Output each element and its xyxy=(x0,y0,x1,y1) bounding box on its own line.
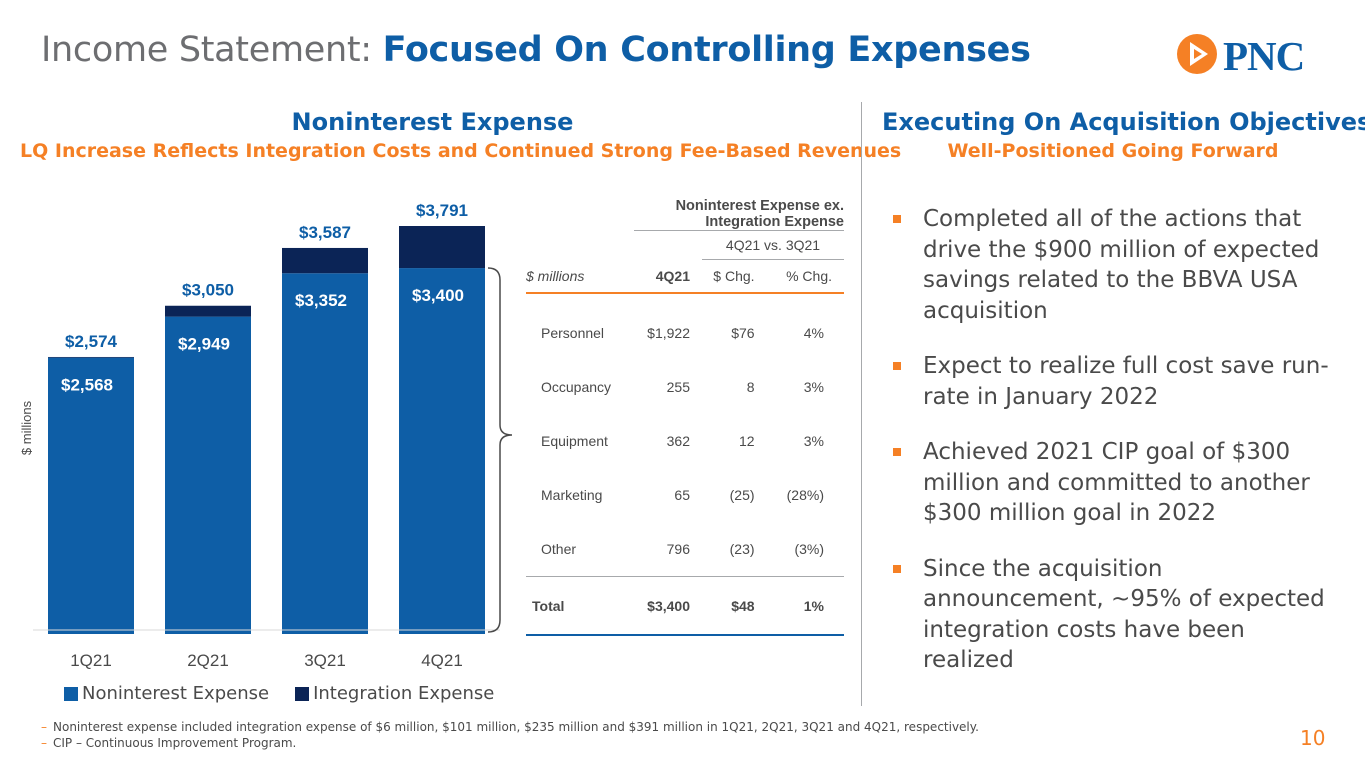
expense-table: Noninterest Expense ex. Integration Expe… xyxy=(526,198,844,636)
list-item: Completed all of the actions that drive … xyxy=(892,204,1342,326)
bar-noninterest-4Q21 xyxy=(399,268,485,634)
row-chg: (25) xyxy=(729,487,755,503)
row-chg: 8 xyxy=(746,379,755,395)
row-value: 255 xyxy=(666,379,690,395)
table-row: Personnel $1,922 $76 4% xyxy=(526,293,844,360)
page-title: Income Statement: Focused On Controlling… xyxy=(41,30,1031,70)
footnote: – CIP – Continuous Improvement Program. xyxy=(41,736,297,750)
bar-value-label: $2,568 xyxy=(61,376,113,395)
x-tick-label: 4Q21 xyxy=(421,651,463,670)
bar-total-label: $3,791 xyxy=(416,201,468,220)
col-header-4q21: 4Q21 xyxy=(634,259,702,294)
bar-value-label: $2,949 xyxy=(178,335,230,354)
logo-text: PNC xyxy=(1223,33,1305,79)
row-value: $1,922 xyxy=(647,325,690,341)
pnc-triangle-icon xyxy=(1177,34,1217,74)
list-item: Achieved 2021 CIP goal of $300 million a… xyxy=(892,437,1342,529)
row-label: Occupancy xyxy=(541,379,612,395)
col-header-chg: $ Chg. xyxy=(702,259,765,294)
total-label: Total xyxy=(526,576,634,636)
row-value: 65 xyxy=(674,487,690,503)
noninterest-expense-chart: $ millions $2,568 $2,574 1Q21 $2,949 $3,050 2… xyxy=(19,201,513,670)
row-chg: (23) xyxy=(729,541,755,557)
title-main: Focused On Controlling Expenses xyxy=(382,30,1031,70)
bar-integration-2Q21 xyxy=(165,305,251,317)
x-tick-label: 1Q21 xyxy=(70,651,112,670)
table-total-row: Total $3,400 $48 1% xyxy=(526,576,844,636)
bar-value-label: $3,352 xyxy=(295,291,347,310)
x-tick-label: 2Q21 xyxy=(187,651,229,670)
section-divider xyxy=(861,102,862,706)
bar-total-label: $3,587 xyxy=(299,223,351,242)
row-chg: 12 xyxy=(738,433,755,449)
bar-integration-3Q21 xyxy=(282,247,368,274)
row-label: Other xyxy=(541,541,577,557)
bracket-icon xyxy=(487,267,513,633)
table-units: $ millions xyxy=(526,259,634,294)
table-compare-header: 4Q21 vs. 3Q21 xyxy=(702,230,844,260)
bar-total-label: $2,574 xyxy=(65,332,118,351)
title-prefix: Income Statement: xyxy=(41,30,372,70)
list-item: Expect to realize full cost save run-rat… xyxy=(892,351,1342,412)
right-heading: Executing On Acquisition Objectives xyxy=(882,108,1365,136)
row-chg: $76 xyxy=(731,325,755,341)
bar-total-label: $3,050 xyxy=(182,281,234,300)
legend-label-integration: Integration Expense xyxy=(313,683,495,704)
row-pct: (28%) xyxy=(786,487,824,503)
bar-noninterest-1Q21 xyxy=(48,357,134,634)
y-axis-label: $ millions xyxy=(19,400,34,455)
legend-swatch-integration xyxy=(295,686,310,701)
table-row: Marketing 65 (25) (28%) xyxy=(526,468,844,522)
row-value: 362 xyxy=(666,433,690,449)
objectives-list: Completed all of the actions that drive … xyxy=(892,204,1342,701)
footnotes: – Noninterest expense included integratio… xyxy=(41,719,979,751)
row-label: Personnel xyxy=(541,325,605,341)
footnote: – Noninterest expense included integratio… xyxy=(41,720,979,734)
table-row: Equipment 362 12 3% xyxy=(526,414,844,468)
legend-item-noninterest: Noninterest Expense xyxy=(64,683,269,704)
right-subheading: Well-Positioned Going Forward xyxy=(947,140,1279,162)
legend-label-noninterest: Noninterest Expense xyxy=(82,683,270,704)
row-pct: (3%) xyxy=(794,541,824,557)
row-value: 796 xyxy=(666,541,690,557)
table-title: Noninterest Expense ex. Integration Expe… xyxy=(634,198,844,231)
pnc-logo: PNC xyxy=(1175,32,1330,79)
bar-value-label: $3,400 xyxy=(412,286,464,305)
left-subheading: LQ Increase Reflects Integration Costs a… xyxy=(20,140,902,162)
row-pct: 3% xyxy=(803,433,824,449)
list-item: Since the acquisition announcement, ~95%… xyxy=(892,554,1342,676)
footnote-text: Noninterest expense included integration… xyxy=(53,720,979,734)
bar-noninterest-3Q21 xyxy=(282,273,368,634)
legend-swatch-noninterest xyxy=(64,686,78,701)
col-header-pct: % Chg. xyxy=(764,259,844,294)
table-row: Occupancy 255 8 3% xyxy=(526,360,844,414)
footnote-text: CIP – Continuous Improvement Program. xyxy=(53,736,297,750)
row-label: Equipment xyxy=(541,433,608,449)
row-label: Marketing xyxy=(541,487,603,503)
total-pct: 1% xyxy=(764,576,844,636)
bar-integration-4Q21 xyxy=(399,226,485,269)
table-row: Other 796 (23) (3%) xyxy=(526,522,844,577)
row-pct: 4% xyxy=(803,325,824,341)
page-number: 10 xyxy=(1300,726,1326,750)
left-heading: Noninterest Expense xyxy=(291,108,574,136)
total-value: $3,400 xyxy=(634,576,702,636)
bar-integration-1Q21 xyxy=(48,356,134,358)
x-tick-label: 3Q21 xyxy=(304,651,346,670)
total-chg: $48 xyxy=(702,576,765,636)
legend-item-integration: Integration Expense xyxy=(295,683,494,704)
row-pct: 3% xyxy=(803,379,824,395)
bar-noninterest-2Q21 xyxy=(165,316,251,634)
chart-legend: Noninterest Expense Integration Expense xyxy=(64,683,494,704)
